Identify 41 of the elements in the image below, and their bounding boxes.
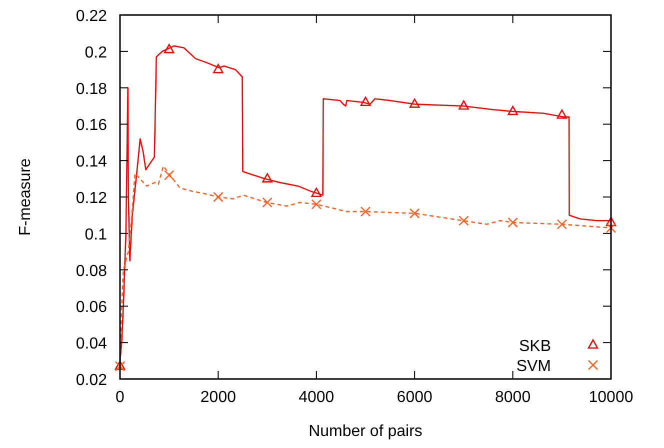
x-tick-label: 4000	[298, 389, 334, 406]
legend-label: SVM	[516, 358, 551, 375]
y-tick-label: 0.16	[76, 117, 108, 134]
y-tick-label: 0.08	[76, 262, 108, 280]
point	[508, 106, 518, 116]
point	[311, 188, 322, 198]
point	[262, 197, 272, 208]
point	[311, 199, 322, 210]
y-tick-label: 0.2	[84, 44, 108, 62]
x-axis-title: Number of pairs	[308, 423, 422, 440]
y-tick-label: 0.18	[76, 80, 108, 98]
y-tick-label: 0.04	[76, 336, 108, 353]
y-tick-label: 0.02	[76, 372, 108, 389]
point	[556, 109, 568, 119]
point	[409, 208, 420, 219]
x-tick-label: 10000	[588, 389, 634, 406]
point	[360, 206, 371, 217]
point	[213, 64, 224, 74]
y-axis-title: F-measure	[17, 158, 34, 236]
x-tick-label: 0	[116, 389, 125, 406]
x-tick-label: 8000	[495, 389, 531, 406]
point	[556, 219, 568, 230]
point	[164, 170, 174, 180]
point	[508, 217, 518, 228]
point	[606, 216, 616, 226]
point	[458, 216, 469, 226]
point	[262, 173, 272, 182]
y-tick-label: 0.14	[76, 154, 108, 171]
legend-label: SKB	[518, 338, 551, 355]
point	[360, 96, 371, 106]
point	[164, 44, 174, 54]
y-tick-label: 0.06	[76, 299, 108, 316]
point	[213, 192, 224, 202]
point	[409, 98, 420, 108]
x-tick-label: 6000	[396, 389, 432, 406]
point	[606, 222, 616, 234]
x-tick-label: 2000	[200, 389, 236, 406]
y-tick-label: 0.1	[84, 226, 108, 244]
point	[458, 100, 469, 110]
y-tick-label: 0.22	[76, 8, 108, 25]
y-tick-label: 0.12	[76, 190, 108, 207]
